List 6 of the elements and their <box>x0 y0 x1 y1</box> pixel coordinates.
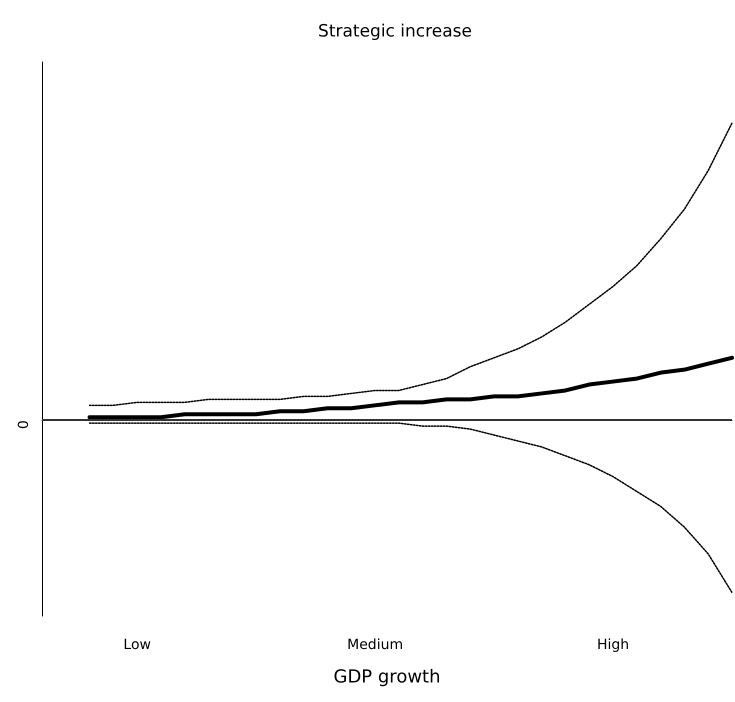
x-tick-label: Low <box>123 637 151 653</box>
chart-title: Strategic increase <box>318 22 472 42</box>
ref-line-label: 0 <box>16 420 32 430</box>
x-axis-title: GDP growth <box>333 666 441 688</box>
x-tick-label: Medium <box>347 637 404 653</box>
x-tick-label: High <box>596 637 630 653</box>
